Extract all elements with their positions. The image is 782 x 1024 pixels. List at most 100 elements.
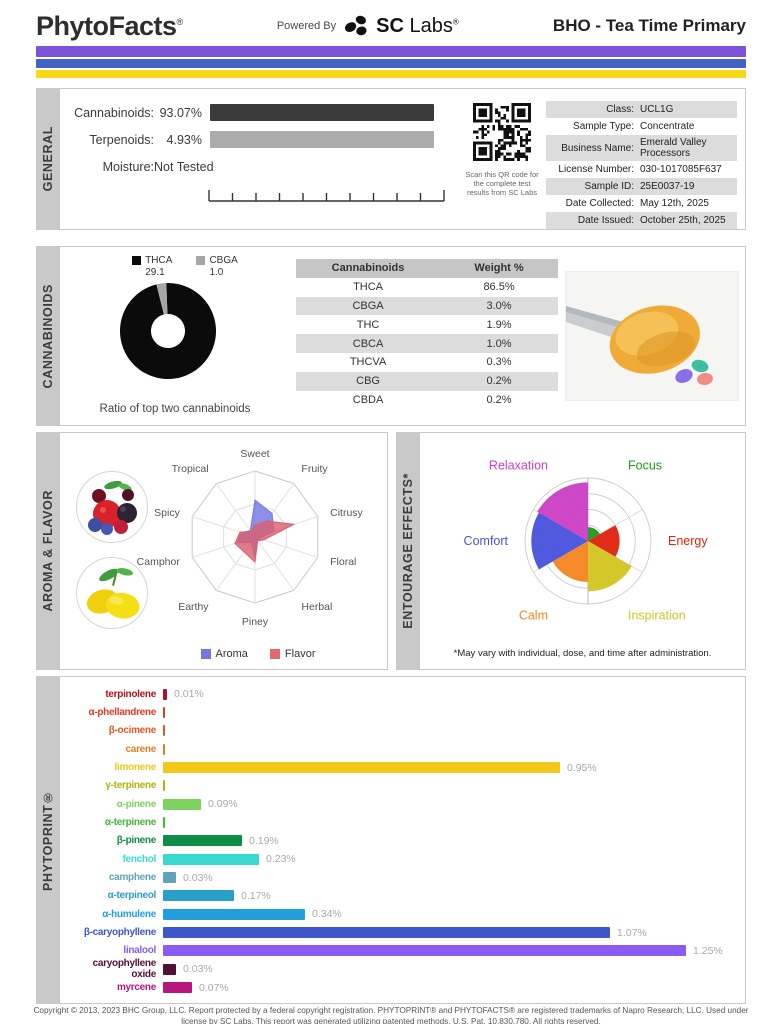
terpene-name: α-terpineol: [107, 890, 157, 902]
table-row: CBGA 3.0%: [296, 296, 558, 316]
powered-by-block: Powered By SC Labs®: [277, 13, 459, 39]
metric-label: Cannabinoids:: [74, 105, 154, 120]
info-label: Date Collected:: [565, 198, 634, 209]
berries-image: [76, 471, 148, 543]
column-header: Weight %: [474, 262, 524, 275]
aroma-flavor-radar-chart: Sweet Fruity Citrusy Floral Herbal Piney Earth…: [137, 448, 364, 628]
donut-legend-item: CBGA 1.0: [196, 255, 238, 279]
legend-swatch: [269, 649, 280, 659]
terpene-bar: [163, 835, 242, 847]
legend-name: THCA: [145, 255, 173, 266]
terpene-name: linalool: [123, 945, 156, 957]
legend-text: CBGA 1.0: [209, 255, 237, 279]
info-row: Date Collected: May 12th, 2025: [546, 195, 737, 212]
terpene-bar: [163, 817, 165, 829]
report-header: PhytoFacts® Powered By SC Labs® BHO - Te…: [36, 8, 746, 44]
legend-name: Flavor: [284, 648, 316, 660]
scale-ruler: [208, 190, 445, 202]
terpene-bar: [163, 743, 165, 755]
info-label: Date Issued:: [577, 215, 634, 226]
radar-axis-label: Earthy: [178, 601, 209, 613]
sc-labs-logo-icon: [345, 15, 367, 36]
terpene-row: linalool 1.25%: [68, 942, 741, 960]
terpene-row: γ-terpinene: [68, 777, 741, 795]
terpene-row: α-pinene 0.09%: [68, 795, 741, 813]
metric-bar: [210, 131, 434, 148]
general-metric-row: Moisture: Not Tested: [68, 153, 434, 180]
donut-caption: Ratio of top two cannabinoids: [99, 403, 251, 415]
info-label: License Number:: [558, 164, 634, 175]
terpene-row: α-terpinene: [68, 813, 741, 831]
column-header: Cannabinoids: [331, 262, 405, 275]
terpene-name: limonene: [114, 762, 157, 774]
qr-block: Scan this QR code for the complete test …: [464, 103, 540, 197]
terpene-bar: [163, 707, 165, 719]
dot-teal: [691, 359, 709, 373]
entourage-footnote: *May vary with individual, dose, and tim…: [453, 648, 712, 659]
terpene-bar-chart: terpinolene 0.01% α-phellandrene β-ocimene c…: [68, 685, 741, 997]
info-value: 030-1017085F637: [640, 163, 722, 175]
stripe-blue: [36, 59, 746, 68]
terpene-bar: [163, 963, 176, 975]
info-value: October 25th, 2025: [640, 214, 726, 226]
terpene-value: 0.07%: [199, 981, 229, 994]
terpene-row: terpinolene 0.01%: [68, 685, 741, 703]
qr-code: [473, 103, 531, 161]
terpene-value: 0.95%: [567, 761, 597, 774]
info-label: Sample ID:: [584, 181, 634, 192]
terpene-name: γ-terpinene: [105, 780, 156, 792]
terpene-name: α-pinene: [116, 798, 157, 810]
lemons-image: [76, 557, 148, 629]
terpene-value: 1.07%: [617, 926, 647, 939]
terpene-bar: [163, 890, 234, 902]
terpene-value: 0.23%: [266, 853, 296, 866]
terpene-bar: [163, 725, 165, 737]
legend-name: CBGA: [209, 255, 238, 266]
terpene-row: camphene 0.03%: [68, 868, 741, 886]
terpene-name: β-caryophyllene: [83, 927, 156, 939]
terpene-name: β-pinene: [116, 835, 157, 847]
terpene-bar: [163, 688, 167, 700]
cannabinoid-name: CBCA: [352, 337, 384, 350]
metric-label: Moisture:: [102, 159, 154, 174]
section-cannabinoids: CANNABINOIDS THCA 29.1 CBGA 1.0 Ratio of to…: [36, 246, 746, 426]
legend-text: THCA 29.1: [145, 255, 172, 279]
terpene-row: fenchol 0.23%: [68, 850, 741, 868]
dot-purple: [675, 369, 693, 383]
dot-salmon: [697, 372, 713, 386]
entourage-sector-label: Calm: [519, 608, 548, 622]
table-row: THC 1.9%: [296, 315, 558, 334]
section-aroma-flavor: AROMA & FLAVOR: [36, 432, 388, 670]
section-tab-phytoprint: PHYTOPRINT®: [36, 676, 59, 1004]
info-label: Sample Type:: [573, 121, 634, 132]
info-value: Emerald Valley Processors: [640, 136, 707, 160]
cannabinoid-weight: 3.0%: [486, 299, 512, 312]
metric-value: 93.07%: [159, 105, 202, 120]
terpene-name: carene: [125, 743, 157, 755]
terpene-row: caryophyllene oxide 0.03%: [68, 958, 741, 980]
terpene-value: 0.01%: [174, 688, 204, 701]
table-row: CBDA 0.2%: [296, 391, 558, 410]
terpene-value: 0.03%: [183, 871, 213, 884]
radar-axis-label: Citrusy: [330, 507, 363, 519]
info-value: May 12th, 2025: [640, 197, 709, 209]
stripe-purple: [36, 46, 746, 57]
cannabinoid-name: CBG: [356, 375, 380, 388]
section-tab-general: GENERAL: [36, 88, 59, 230]
section-entourage-effects: ENTOURAGE EFFECTS* Focus Energy Inspiratio…: [396, 432, 746, 670]
terpene-bar: [163, 982, 192, 994]
donut-legend-item: THCA 29.1: [132, 255, 172, 279]
entourage-sector-label: Inspiration: [628, 608, 686, 622]
cannabinoid-name: THCVA: [349, 356, 387, 369]
cannabinoid-weight: 1.0%: [486, 337, 512, 350]
cannabinoid-name: CBDA: [352, 393, 384, 406]
phytofacts-logo: PhytoFacts®: [36, 10, 183, 41]
donut-legend: THCA 29.1 CBGA 1.0: [90, 255, 280, 279]
radar-axis-label: Fruity: [301, 463, 328, 475]
radar-axis-label: Floral: [330, 556, 356, 568]
table-row: THCA 86.5%: [296, 278, 558, 297]
section-general: GENERAL Cannabinoids: 93.07% Terpenoids: 4.…: [36, 88, 746, 230]
terpene-name: myrcene: [116, 982, 156, 994]
radar-axis-label: Camphor: [137, 556, 181, 568]
table-row: CBCA 1.0%: [296, 334, 558, 353]
